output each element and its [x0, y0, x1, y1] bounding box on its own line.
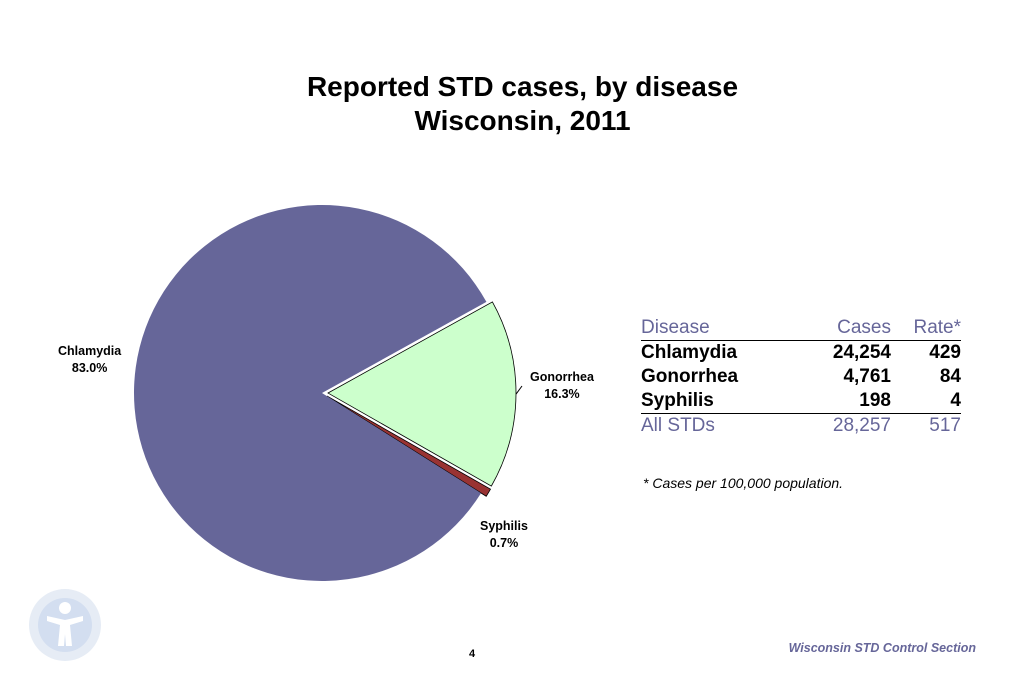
- slice-label-syphilis-name: Syphilis: [480, 519, 528, 533]
- table-row: Chlamydia 24,254 429: [641, 341, 961, 366]
- chart-title-line-1: Reported STD cases, by disease: [306, 71, 739, 102]
- slice-label-gonorrhea: Gonorrhea 16.3%: [530, 369, 594, 403]
- chart-title: Reported STD cases, by disease Wisconsin…: [0, 70, 1023, 138]
- cell-disease: Syphilis: [641, 389, 791, 414]
- header-disease: Disease: [641, 316, 791, 341]
- slice-label-gonorrhea-name: Gonorrhea: [530, 370, 594, 384]
- slice-label-chlamydia-name: Chlamydia: [58, 344, 122, 358]
- pie-slice-syphilis: [326, 395, 492, 497]
- cell-cases: 24,254: [832, 342, 891, 363]
- cell-disease: Chlamydia: [641, 342, 738, 363]
- pie-slice-gonorrhea: [327, 301, 517, 487]
- footer-organization: Wisconsin STD Control Section: [788, 641, 976, 655]
- header-cases: Cases: [791, 316, 891, 341]
- total-cases: 28,257: [832, 415, 891, 436]
- table-row: Gonorrhea 4,761 84: [641, 365, 961, 389]
- table-header-row: Disease Cases Rate*: [641, 316, 961, 341]
- slice-label-syphilis: Syphilis 0.7%: [480, 518, 528, 552]
- cell-rate: 4: [891, 389, 961, 414]
- cell-rate: 84: [939, 366, 961, 387]
- std-summary-table: Disease Cases Rate* Chlamydia 24,254 429…: [641, 316, 961, 438]
- slice-label-chlamydia: Chlamydia 83.0%: [58, 343, 121, 377]
- table-row: Syphilis 198 4: [641, 389, 961, 414]
- chart-title-line-2: Wisconsin, 2011: [414, 105, 631, 136]
- cell-disease: Gonorrhea: [641, 366, 739, 387]
- pie-slice-chlamydia: [134, 205, 487, 581]
- cell-cases: 198: [791, 389, 891, 414]
- human-figure-seal-icon: [29, 589, 101, 661]
- slice-label-chlamydia-value: 83.0%: [71, 361, 108, 375]
- leader-line-gonorrhea: [515, 385, 523, 395]
- page-number: 4: [469, 648, 476, 660]
- cell-cases: 4,761: [843, 366, 891, 387]
- table-total-row: All STDs 28,257 517: [641, 414, 961, 439]
- cell-rate: 429: [929, 342, 961, 363]
- slice-label-gonorrhea-value: 16.3%: [544, 387, 580, 401]
- table-footnote: * Cases per 100,000 population.: [643, 475, 844, 491]
- total-rate: 517: [929, 415, 961, 436]
- header-rate: Rate*: [891, 316, 961, 341]
- total-disease: All STDs: [641, 415, 715, 436]
- slice-label-syphilis-value: 0.7%: [489, 536, 519, 550]
